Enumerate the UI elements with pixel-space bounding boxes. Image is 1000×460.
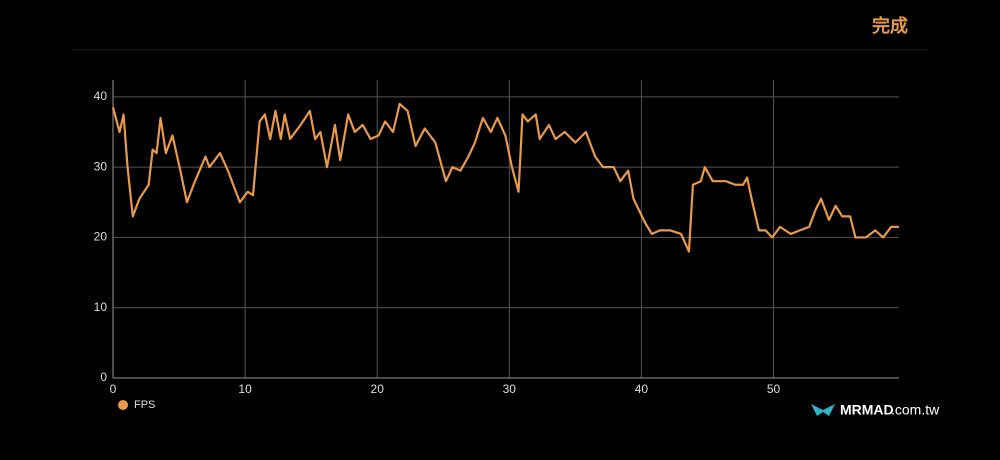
legend-label: FPS	[134, 399, 155, 411]
y-tick-label: 20	[94, 230, 108, 244]
x-tick-label: 10	[238, 382, 252, 396]
watermark-domain: .com.tw	[891, 402, 940, 418]
x-tick-label: 30	[503, 382, 517, 396]
x-tick-label: 40	[635, 382, 649, 396]
x-tick-label: 50	[767, 382, 781, 396]
watermark-icon	[811, 404, 835, 416]
done-button[interactable]: 完成	[872, 15, 908, 36]
y-tick-label: 30	[94, 159, 108, 173]
y-tick-label: 10	[94, 300, 108, 314]
legend-swatch	[118, 400, 128, 410]
y-tick-label: 0	[100, 370, 107, 384]
y-tick-label: 40	[94, 89, 108, 103]
logo	[811, 404, 835, 416]
x-tick-label: 0	[110, 382, 117, 396]
fps-line	[111, 102, 899, 253]
watermark-brand: MRMAD	[840, 402, 894, 418]
x-tick-label: 20	[371, 382, 385, 396]
